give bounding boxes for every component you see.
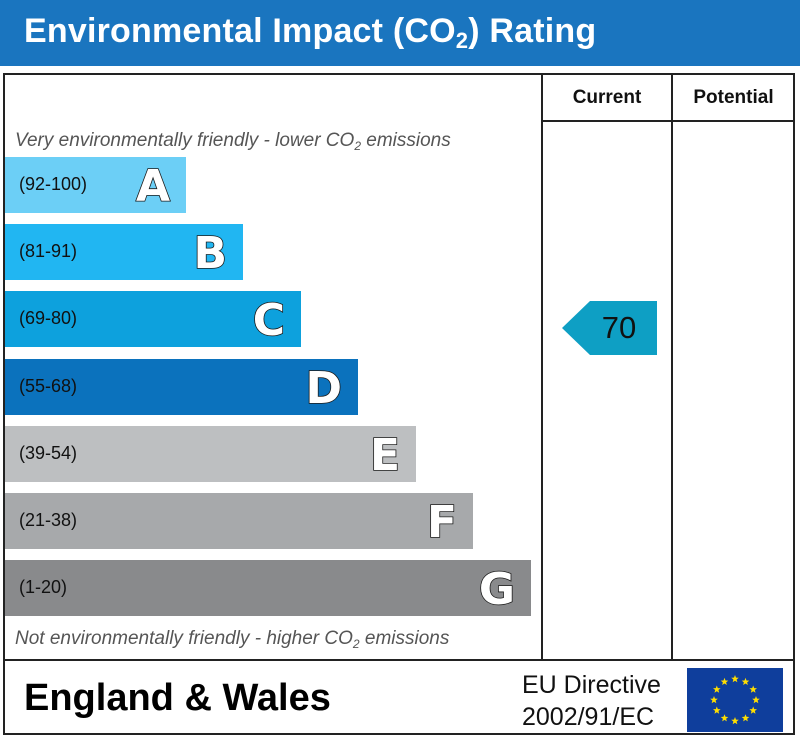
title-bar: Environmental Impact (CO2) Rating (0, 0, 800, 66)
footer-country: England & Wales (24, 677, 331, 719)
eu-star-icon (713, 685, 721, 693)
band-c: (69-80) C (5, 291, 301, 347)
header-underline (541, 120, 794, 122)
eu-star-icon (720, 677, 729, 686)
eu-star-icon (752, 696, 760, 704)
band-range: (1-20) (19, 577, 68, 597)
band-letter: B (193, 227, 228, 280)
top-caption: Very environmentally friendly - lower CO… (15, 130, 451, 153)
eu-star-icon (731, 717, 739, 725)
band-letter: D (305, 362, 343, 415)
band-range: (92-100) (19, 174, 88, 194)
footer-divider (4, 659, 795, 661)
bottom-caption: Not environmentally friendly - higher CO… (15, 628, 450, 651)
eu-star-icon (720, 714, 729, 722)
band-letter: C (252, 294, 286, 347)
rating-frame (3, 73, 795, 735)
band-letter: E (369, 429, 401, 482)
band-range: (39-54) (19, 443, 78, 463)
band-range: (69-80) (19, 308, 78, 328)
band-letter: F (426, 496, 458, 549)
chart-title: Environmental Impact (CO2) Rating (24, 12, 597, 53)
footer-directive: EU Directive 2002/91/EC (522, 669, 661, 733)
eu-star-icon (749, 685, 757, 693)
directive-number: 2002/91/EC (522, 703, 655, 731)
band-range: (21-38) (19, 510, 78, 530)
divider-current (541, 75, 543, 660)
band-f: (21-38) F (5, 493, 473, 549)
band-range: (81-91) (19, 241, 78, 261)
eu-star-icon (710, 696, 718, 704)
band-letter: A (135, 160, 171, 213)
current-rating-value: 70 (601, 310, 637, 345)
eu-star-icon (731, 675, 739, 683)
band-range: (55-68) (19, 376, 78, 396)
band-letter: G (478, 563, 516, 616)
eu-star-icon (713, 706, 721, 714)
band-b: (81-91) B (5, 224, 243, 280)
band-e: (39-54) E (5, 426, 416, 482)
eu-star-icon (741, 677, 750, 686)
band-a: (92-100) A (5, 157, 186, 213)
divider-potential (671, 75, 673, 660)
band-g: (1-20) G (5, 560, 531, 616)
band-d: (55-68) D (5, 359, 358, 415)
column-header-potential: Potential (693, 87, 774, 108)
current-rating-arrow (562, 301, 657, 355)
eu-star-icon (749, 706, 757, 714)
column-header-current: Current (572, 87, 642, 108)
eu-flag-icon (687, 668, 783, 732)
eu-star-icon (741, 714, 750, 722)
directive-name: EU Directive (522, 671, 661, 699)
